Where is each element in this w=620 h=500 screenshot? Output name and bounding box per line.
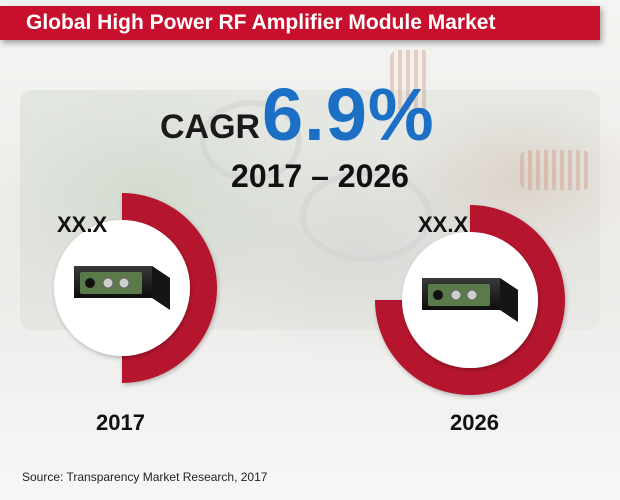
copper-coil-shape-2: [390, 50, 430, 110]
value-label-2026: XX.X: [418, 212, 469, 237]
connector-port-icon: [85, 278, 95, 288]
white-cable-shape-2: [200, 100, 302, 182]
terminal-screw-icon-2: [466, 289, 478, 301]
white-cable-shape: [300, 170, 432, 262]
year-label-2026: 2026: [450, 410, 499, 435]
donut-arc-2017: [122, 193, 217, 383]
module-side-face: [152, 266, 170, 310]
source-note: Source: Transparency Market Research, 20…: [22, 470, 268, 484]
donut-2026: [375, 205, 565, 395]
donut-2017: [54, 193, 217, 383]
copper-coil-shape: [520, 150, 590, 190]
rf-module-image-2017: [74, 266, 170, 310]
terminal-screw-icon-2: [118, 277, 130, 289]
terminal-screw-icon: [102, 277, 114, 289]
terminal-screw-icon: [450, 289, 462, 301]
value-label-2017: XX.X: [57, 212, 108, 237]
forecast-period: 2017 – 2026: [231, 158, 409, 194]
rf-module-image-2026: [422, 278, 518, 322]
module-side-face: [500, 278, 518, 322]
title-banner: Global High Power RF Amplifier Module Ma…: [0, 6, 600, 40]
cagr-value: 6.9%: [262, 73, 435, 156]
chart-title: Global High Power RF Amplifier Module Ma…: [26, 11, 496, 34]
connector-port-icon: [433, 290, 443, 300]
cagr-label: CAGR: [160, 108, 261, 146]
year-label-2017: 2017: [96, 410, 145, 435]
